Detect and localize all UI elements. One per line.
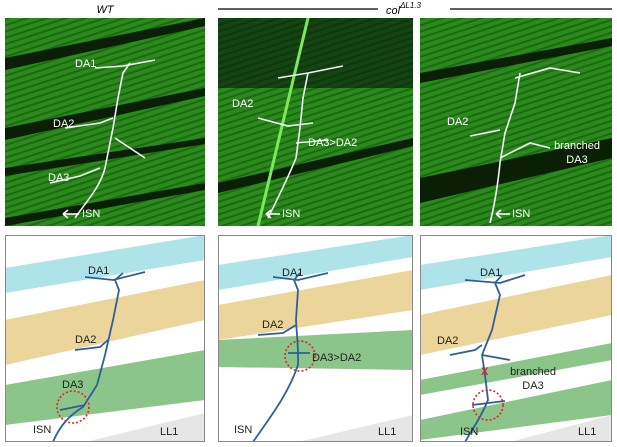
mutant-superscript: ΔL1.3 — [399, 1, 421, 10]
label: DA2 — [447, 116, 468, 128]
label: DA2 — [53, 118, 74, 130]
mutant-header: colΔL1.3 — [386, 1, 422, 17]
mutant-base: col — [386, 5, 401, 17]
label: LL1 — [578, 426, 596, 438]
micrograph: DA2 DA3>DA2 ISN — [218, 18, 413, 226]
label: DA2 — [437, 335, 458, 347]
diagram: DA1 DA2 DA3 ISN LL1 — [5, 235, 205, 442]
label: DA3>DA2 — [308, 137, 357, 149]
label: DA1 — [282, 267, 303, 279]
wt-header: WT — [96, 4, 114, 16]
label: ISN — [33, 424, 51, 436]
label: DA3 — [566, 154, 587, 166]
diagram: DA1 DA2 DA3>DA2 ISN LL1 — [218, 235, 413, 442]
label: DA2 — [262, 319, 283, 331]
label: DA1 — [480, 267, 501, 279]
micrograph: DA1 DA2 DA3 ISN — [5, 18, 205, 226]
micrograph: DA2 branched DA3 ISN — [420, 18, 612, 226]
diagram: DA1 DA2 X branched DA3 ISN LL1 — [420, 235, 612, 442]
label: branched — [554, 140, 600, 152]
label: DA1 — [75, 58, 96, 70]
label: ISN — [282, 208, 300, 220]
label: ISN — [82, 208, 100, 220]
label: DA3 — [522, 380, 543, 392]
label: DA2 — [232, 98, 253, 110]
label: branched — [510, 366, 556, 378]
label: DA3 — [48, 172, 69, 184]
label: LL1 — [160, 426, 178, 438]
label: ISN — [460, 426, 478, 438]
label: LL1 — [378, 426, 396, 438]
label: DA3>DA2 — [312, 352, 361, 364]
label: DA1 — [88, 265, 109, 277]
label: DA3 — [62, 379, 83, 391]
label: ISN — [512, 208, 530, 220]
label: ISN — [234, 424, 252, 436]
label: X — [481, 366, 489, 378]
label: DA2 — [75, 334, 96, 346]
